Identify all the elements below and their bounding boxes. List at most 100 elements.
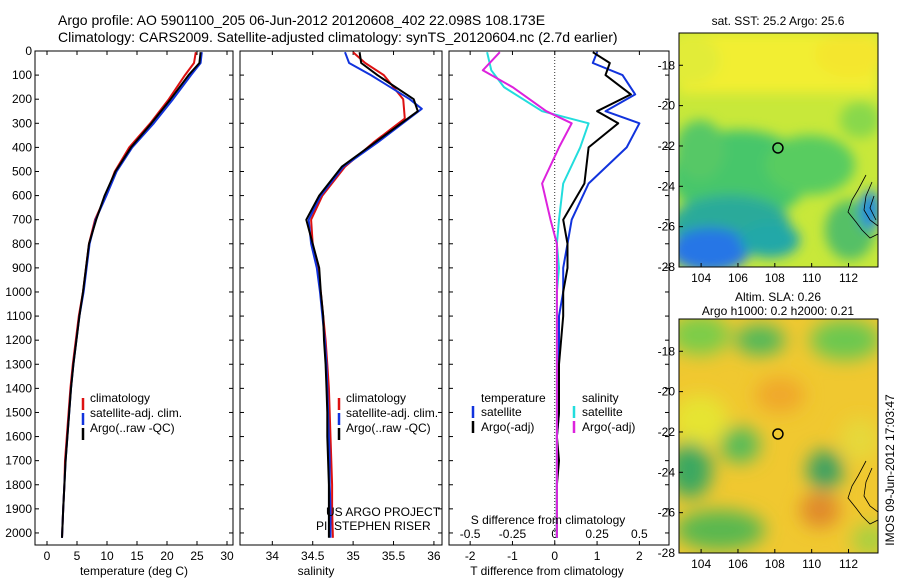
- temperature-panel: 0 5 10 15 20 25 300100200300400500600700800900…: [5, 44, 234, 563]
- series-line-3: [481, 51, 573, 538]
- y-tick-label: 2000: [5, 526, 32, 540]
- y-tick-label: 200: [12, 92, 32, 106]
- x-tick-label: 35.5: [382, 549, 406, 563]
- map-y-tick-label: -22: [658, 139, 676, 153]
- project-name: US ARGO PROJECT: [326, 505, 441, 519]
- y-tick-label: 0: [25, 44, 32, 58]
- y-tick-label: 500: [12, 164, 32, 178]
- map-x-tick-label: 106: [728, 271, 748, 285]
- map-y-tick-label: -20: [658, 99, 676, 113]
- y-tick-label: 1900: [5, 502, 32, 516]
- header-line-1: Argo profile: AO 5901100_205 06-Jun-2012…: [58, 12, 545, 28]
- legend-title-temperature: temperature: [481, 391, 546, 405]
- sal-legend: climatology satellite-adj. clim. Argo(..…: [337, 391, 438, 440]
- y-tick-label: 1600: [5, 430, 32, 444]
- y-tick-label: 100: [12, 68, 32, 82]
- plot-frame: [239, 50, 443, 546]
- legend-label: satellite-adj. clim.: [90, 406, 182, 420]
- side-timestamp: IMOS 09-Jun-2012 17:03:47: [883, 394, 897, 546]
- sst-map-axes: 104 106 108 110 112 -18 -20 -22 -24 -26 -28: [658, 32, 879, 285]
- map-x-tick-label: 106: [728, 557, 748, 571]
- map-y-tick-label: -24: [658, 465, 676, 479]
- y-tick-label: 1500: [5, 405, 32, 419]
- sst-heatmap: [679, 33, 878, 267]
- project-pi: PI: STEPHEN RISER: [316, 519, 431, 533]
- x-tick-label: -1: [507, 549, 518, 563]
- s-tick-label: 0.25: [585, 527, 609, 541]
- argo-location-marker: [772, 142, 784, 154]
- map-x-tick-label: 112: [839, 271, 858, 285]
- plot-frame: [448, 50, 670, 546]
- s-tick-label: 0.5: [631, 527, 648, 541]
- x-tick-label: 35: [346, 549, 360, 563]
- legend-label: Argo(..raw -QC): [90, 421, 175, 435]
- map-y-tick-label: -24: [658, 179, 676, 193]
- sla-heatmap: [679, 319, 878, 553]
- y-tick-label: 600: [12, 189, 32, 203]
- legend-label: Argo(..raw -QC): [346, 421, 431, 435]
- series-line-1: [307, 51, 423, 538]
- y-tick-label: 900: [12, 261, 32, 275]
- map-x-tick-label: 110: [802, 557, 821, 571]
- x-tick-label: 10: [100, 549, 114, 563]
- legend-label: satellite: [582, 405, 623, 419]
- x-tick-label: 0: [44, 549, 51, 563]
- header-line-2: Climatology: CARS2009. Satellite-adjuste…: [58, 29, 618, 45]
- difference-panel: -2 -1 0 1 2-0.5 -0.25 0 0.25 0.5: [448, 50, 670, 563]
- map-y-tick-label: -28: [658, 546, 676, 560]
- map-x-tick-label: 112: [839, 557, 858, 571]
- sla-map-title-2: Argo h1000: 0.2 h2000: 0.21: [702, 304, 854, 318]
- y-tick-label: 1200: [5, 333, 32, 347]
- legend-label: satellite-adj. clim.: [346, 406, 438, 420]
- y-tick-label: 700: [12, 213, 32, 227]
- plot-frame: [34, 50, 234, 546]
- y-tick-label: 1400: [5, 381, 32, 395]
- map-y-tick-label: -22: [658, 425, 676, 439]
- sla-map-title-1: Altim. SLA: 0.26: [735, 290, 821, 304]
- sst-map-title: sat. SST: 25.2 Argo: 25.6: [712, 14, 845, 28]
- map-x-tick-label: 104: [691, 557, 711, 571]
- x-tick-label: 25: [190, 549, 204, 563]
- legend-title-salinity: salinity: [582, 391, 619, 405]
- x-tick-label: 20: [160, 549, 174, 563]
- map-x-tick-label: 104: [691, 271, 711, 285]
- map-y-tick-label: -18: [658, 58, 676, 72]
- temp-legend: climatology satellite-adj. clim. Argo(..…: [81, 391, 182, 440]
- map-y-tick-label: -20: [658, 385, 676, 399]
- legend-label: satellite: [481, 405, 522, 419]
- series-line-2: [486, 51, 590, 538]
- diff-legend: temperature satellite Argo(-adj) salinit…: [471, 391, 635, 434]
- x-tick-label: 34.5: [301, 549, 325, 563]
- y-tick-label: 1700: [5, 454, 32, 468]
- y-tick-label: 300: [12, 116, 32, 130]
- map-y-tick-label: -18: [658, 344, 676, 358]
- map-y-tick-label: -26: [658, 506, 676, 520]
- y-tick-label: 1100: [6, 309, 32, 323]
- map-y-tick-label: -26: [658, 220, 676, 234]
- y-tick-label: 1300: [5, 357, 32, 371]
- series-line-0: [310, 51, 406, 538]
- legend-label: climatology: [90, 391, 150, 405]
- x-tick-label: 2: [636, 549, 643, 563]
- salinity-panel: 34 34.5 35 35.5 36: [239, 50, 443, 563]
- x-tick-label: 30: [220, 549, 234, 563]
- series-line-2: [305, 52, 419, 538]
- x-tick-label: 1: [594, 549, 601, 563]
- s-tick-label: -0.5: [460, 527, 481, 541]
- s-tick-label: -0.25: [499, 527, 527, 541]
- legend-label: Argo(-adj): [582, 420, 635, 434]
- series-line-1: [555, 51, 632, 538]
- map-frame: [678, 318, 879, 554]
- x-tick-label: 15: [130, 549, 144, 563]
- legend-label: Argo(-adj): [481, 420, 534, 434]
- x-tick-label: 0: [551, 549, 558, 563]
- sal-xlabel: salinity: [298, 564, 335, 578]
- x-tick-label: -2: [465, 549, 476, 563]
- diff-xlabel: T difference from climatology: [470, 564, 624, 578]
- legend-label: climatology: [346, 391, 406, 405]
- map-x-tick-label: 108: [765, 557, 785, 571]
- y-tick-label: 400: [12, 140, 32, 154]
- x-tick-label: 5: [74, 549, 81, 563]
- x-tick-label: 34: [266, 549, 280, 563]
